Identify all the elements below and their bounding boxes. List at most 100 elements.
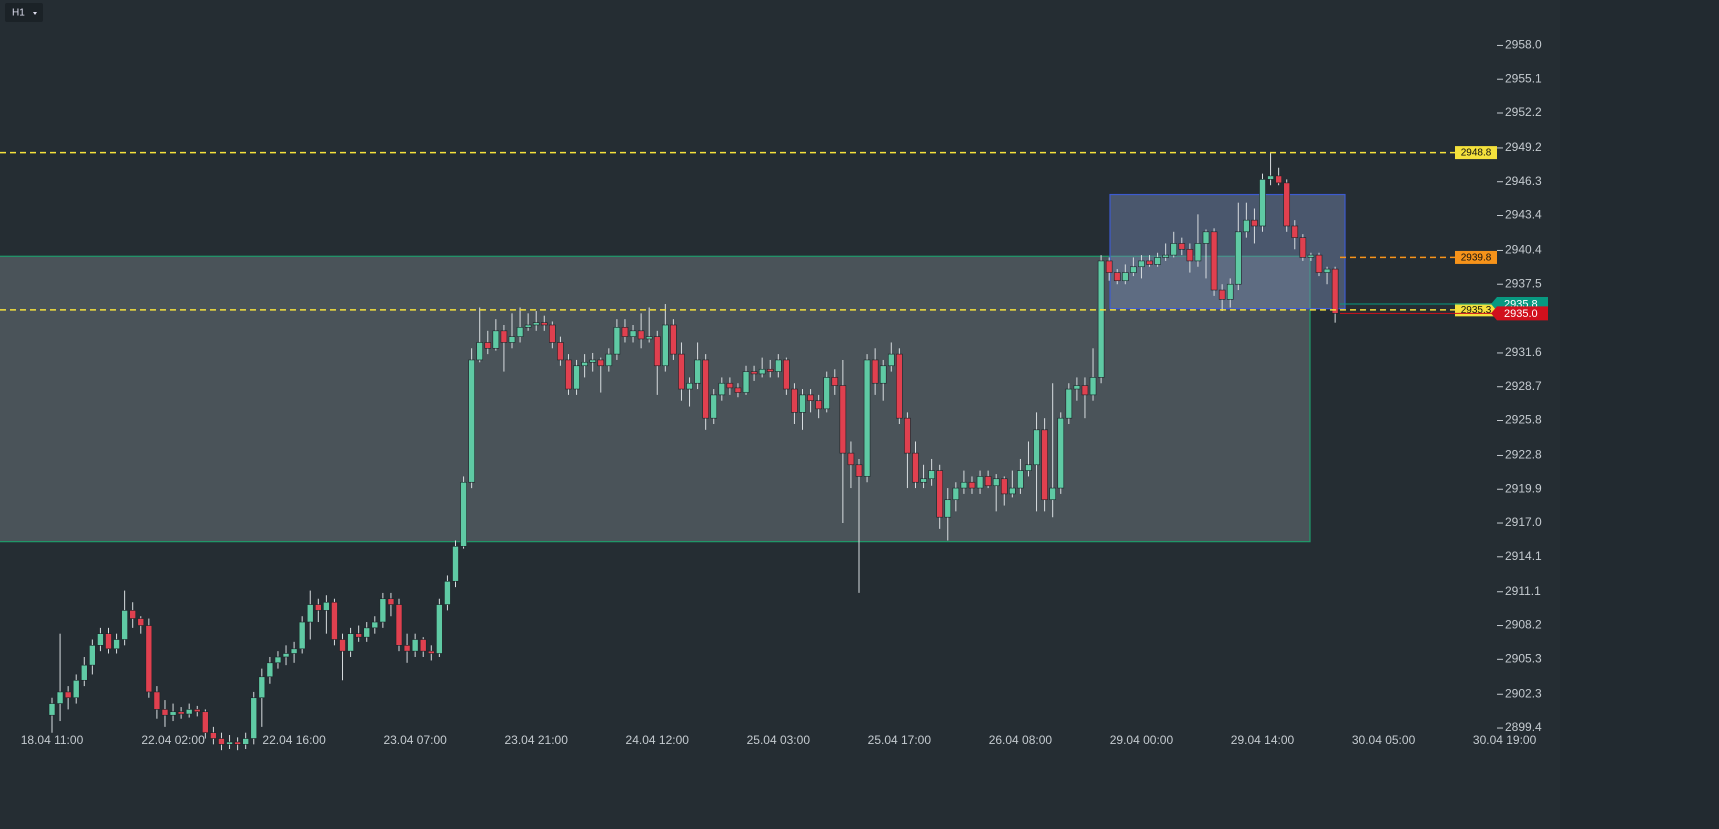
candle-body — [1073, 385, 1081, 390]
candle-body — [1178, 243, 1186, 250]
candle-body — [589, 359, 596, 363]
candle-body — [242, 738, 249, 745]
candle-body — [403, 645, 411, 652]
candle-body — [145, 625, 153, 693]
candle-body — [549, 324, 556, 343]
candle-body — [629, 330, 637, 337]
x-tick-label: 23.04 07:00 — [383, 733, 447, 747]
candle-body — [323, 601, 330, 611]
y-tick-label: 2902.3 — [1505, 686, 1542, 700]
candle-body — [379, 598, 387, 623]
candle-body — [702, 359, 709, 419]
candle-body — [315, 604, 322, 611]
x-tick-label: 25.04 17:00 — [868, 733, 932, 747]
candle-body — [524, 324, 532, 328]
candle-body — [839, 385, 847, 454]
candle-body — [1122, 272, 1129, 282]
candle-body — [1291, 225, 1299, 238]
candle-body — [904, 417, 911, 454]
candle-body — [234, 741, 241, 745]
candle-body — [468, 359, 475, 483]
candle-body — [863, 359, 871, 477]
candle-body — [476, 342, 484, 361]
candle-body — [532, 322, 540, 326]
candle-body — [936, 470, 944, 518]
candle-body — [1243, 219, 1250, 233]
candle-body — [791, 388, 798, 413]
timeframe-selector[interactable] — [5, 3, 43, 22]
candle-body — [1251, 219, 1258, 227]
y-tick-label: 2905.3 — [1505, 651, 1542, 665]
candle-body — [56, 691, 64, 704]
price-level-label: 2939.8 — [1461, 253, 1492, 264]
candle-body — [968, 481, 976, 489]
y-tick-label: 2955.1 — [1505, 71, 1542, 85]
candle-body — [1113, 272, 1121, 282]
candle-body — [1000, 478, 1008, 495]
x-tick-label: 25.04 03:00 — [747, 733, 811, 747]
candle-body — [1331, 268, 1339, 314]
y-tick-label: 2899.4 — [1505, 720, 1542, 734]
y-tick-label: 2917.0 — [1505, 515, 1542, 529]
candle-body — [1089, 377, 1097, 396]
y-tick-label: 2919.9 — [1505, 481, 1542, 495]
candle-body — [944, 499, 952, 518]
candle-body — [678, 353, 685, 390]
candle-body — [718, 382, 726, 396]
x-tick-label: 22.04 02:00 — [141, 733, 205, 747]
y-tick-label: 2940.4 — [1505, 243, 1542, 257]
candle-body — [1041, 429, 1048, 501]
candle-body — [799, 394, 806, 413]
candle-body — [1226, 283, 1234, 300]
candle-body — [177, 711, 185, 715]
candle-body — [290, 648, 298, 654]
price-level-label: 2935.3 — [1461, 305, 1492, 316]
candle-body — [783, 359, 790, 390]
candle-body — [565, 359, 572, 390]
side-panel — [1560, 0, 1719, 829]
y-tick-label: 2911.1 — [1505, 584, 1541, 598]
candle-body — [218, 738, 225, 745]
candle-body — [670, 324, 677, 355]
candle-body — [419, 639, 427, 652]
candle-body — [1025, 464, 1032, 471]
candle-body — [298, 621, 306, 650]
price-level-label: 2948.8 — [1461, 148, 1492, 159]
candle-body — [1283, 182, 1291, 227]
x-tick-label: 18.04 11:00 — [21, 733, 84, 747]
candle-body — [831, 377, 839, 386]
candle-body — [161, 709, 169, 716]
y-tick-label: 2943.4 — [1505, 208, 1542, 222]
candle-body — [613, 327, 621, 355]
candle-body — [815, 400, 822, 410]
candle-body — [774, 359, 782, 372]
candle-body — [734, 387, 742, 393]
y-tick-label: 2914.1 — [1505, 549, 1542, 563]
candle-body — [807, 394, 814, 402]
candle-body — [1162, 254, 1169, 258]
candle-body — [960, 481, 968, 489]
price-level-tag — [1455, 250, 1497, 264]
candle-body — [1049, 487, 1056, 501]
candle-body — [597, 359, 605, 367]
x-tick-label: 30.04 19:00 — [1473, 733, 1537, 747]
candle-body — [266, 662, 274, 678]
dropdown-arrow[interactable] — [33, 12, 37, 15]
candle-body — [855, 464, 863, 477]
candle-body — [64, 691, 72, 699]
candle-body — [484, 342, 492, 349]
timeframe-label[interactable]: H1 — [12, 8, 25, 19]
candle-body — [1194, 243, 1202, 262]
candle-body — [1307, 254, 1315, 258]
candle-body — [766, 368, 774, 372]
candle-body — [258, 676, 266, 699]
candle-body — [1009, 487, 1016, 495]
y-tick-label: 2908.2 — [1505, 618, 1542, 632]
candle-body — [645, 336, 653, 340]
candle-body — [1267, 175, 1274, 180]
candle-body — [540, 322, 548, 326]
candle-body — [395, 604, 403, 646]
candle-body — [492, 330, 500, 349]
candle-body — [686, 382, 693, 390]
candle-body — [952, 487, 960, 501]
